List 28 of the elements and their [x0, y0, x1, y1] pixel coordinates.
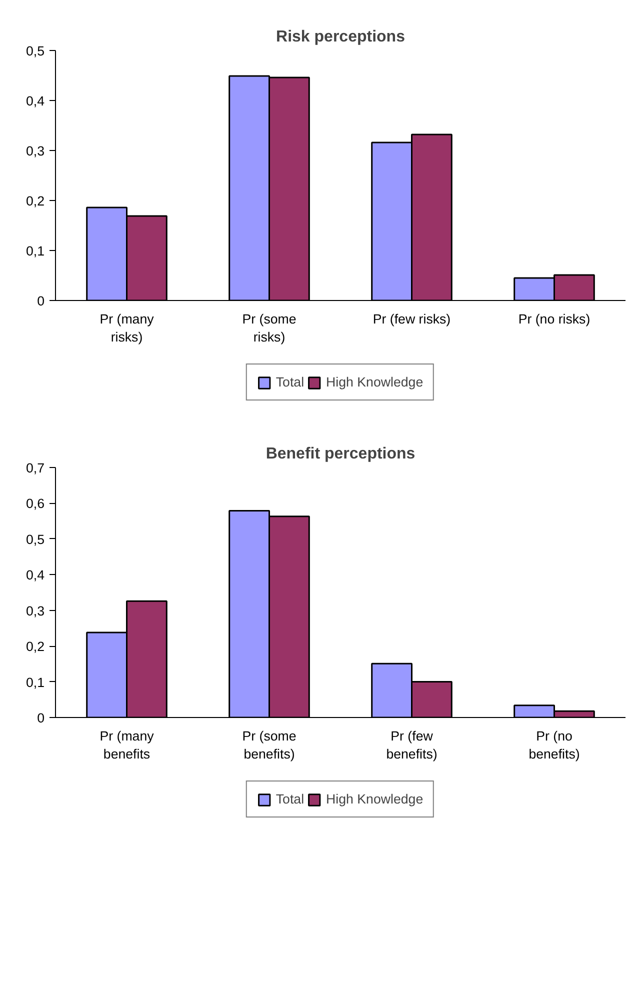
y-tick-label: 0 [37, 710, 45, 726]
chart-title: Risk perceptions [276, 28, 406, 46]
x-tick-label: Pr (few benefits) [386, 728, 438, 762]
x-tick-label: Pr (no risks) [518, 312, 590, 326]
y-tick-label: 0,4 [26, 568, 46, 583]
x-tick-label: Pr (some benefits) [242, 728, 296, 762]
y-tick-label: 0,2 [26, 639, 45, 654]
chart-title: Benefit perceptions [266, 446, 416, 462]
legend-label: Total [276, 374, 304, 390]
y-tick-label: 0,6 [26, 496, 45, 512]
y-tick-label: 0,3 [26, 144, 45, 158]
y-tick-label: 0,1 [26, 674, 45, 690]
y-tick-label: 0,2 [26, 194, 45, 208]
legend-label: High Knowledge [326, 792, 424, 806]
x-tick-label: Pr (some risks) [242, 312, 296, 344]
y-tick-label: 0,3 [26, 603, 45, 618]
legend-label: Total [276, 792, 304, 806]
y-tick-label: 0,5 [26, 532, 45, 547]
y-tick-label: 0,1 [26, 244, 45, 258]
y-tick-label: 0,4 [26, 94, 46, 108]
x-tick-label: Pr (many risks) [100, 312, 154, 344]
y-tick-label: 0 [37, 294, 45, 308]
y-tick-label: 0,7 [26, 460, 45, 476]
x-tick-label: Pr (many benefits [100, 728, 154, 762]
legend-label: High Knowledge [326, 374, 424, 390]
y-tick-label: 0,5 [26, 44, 45, 58]
x-tick-label: Pr (few risks) [372, 312, 451, 326]
x-tick-label: Pr (no benefits) [528, 728, 580, 762]
